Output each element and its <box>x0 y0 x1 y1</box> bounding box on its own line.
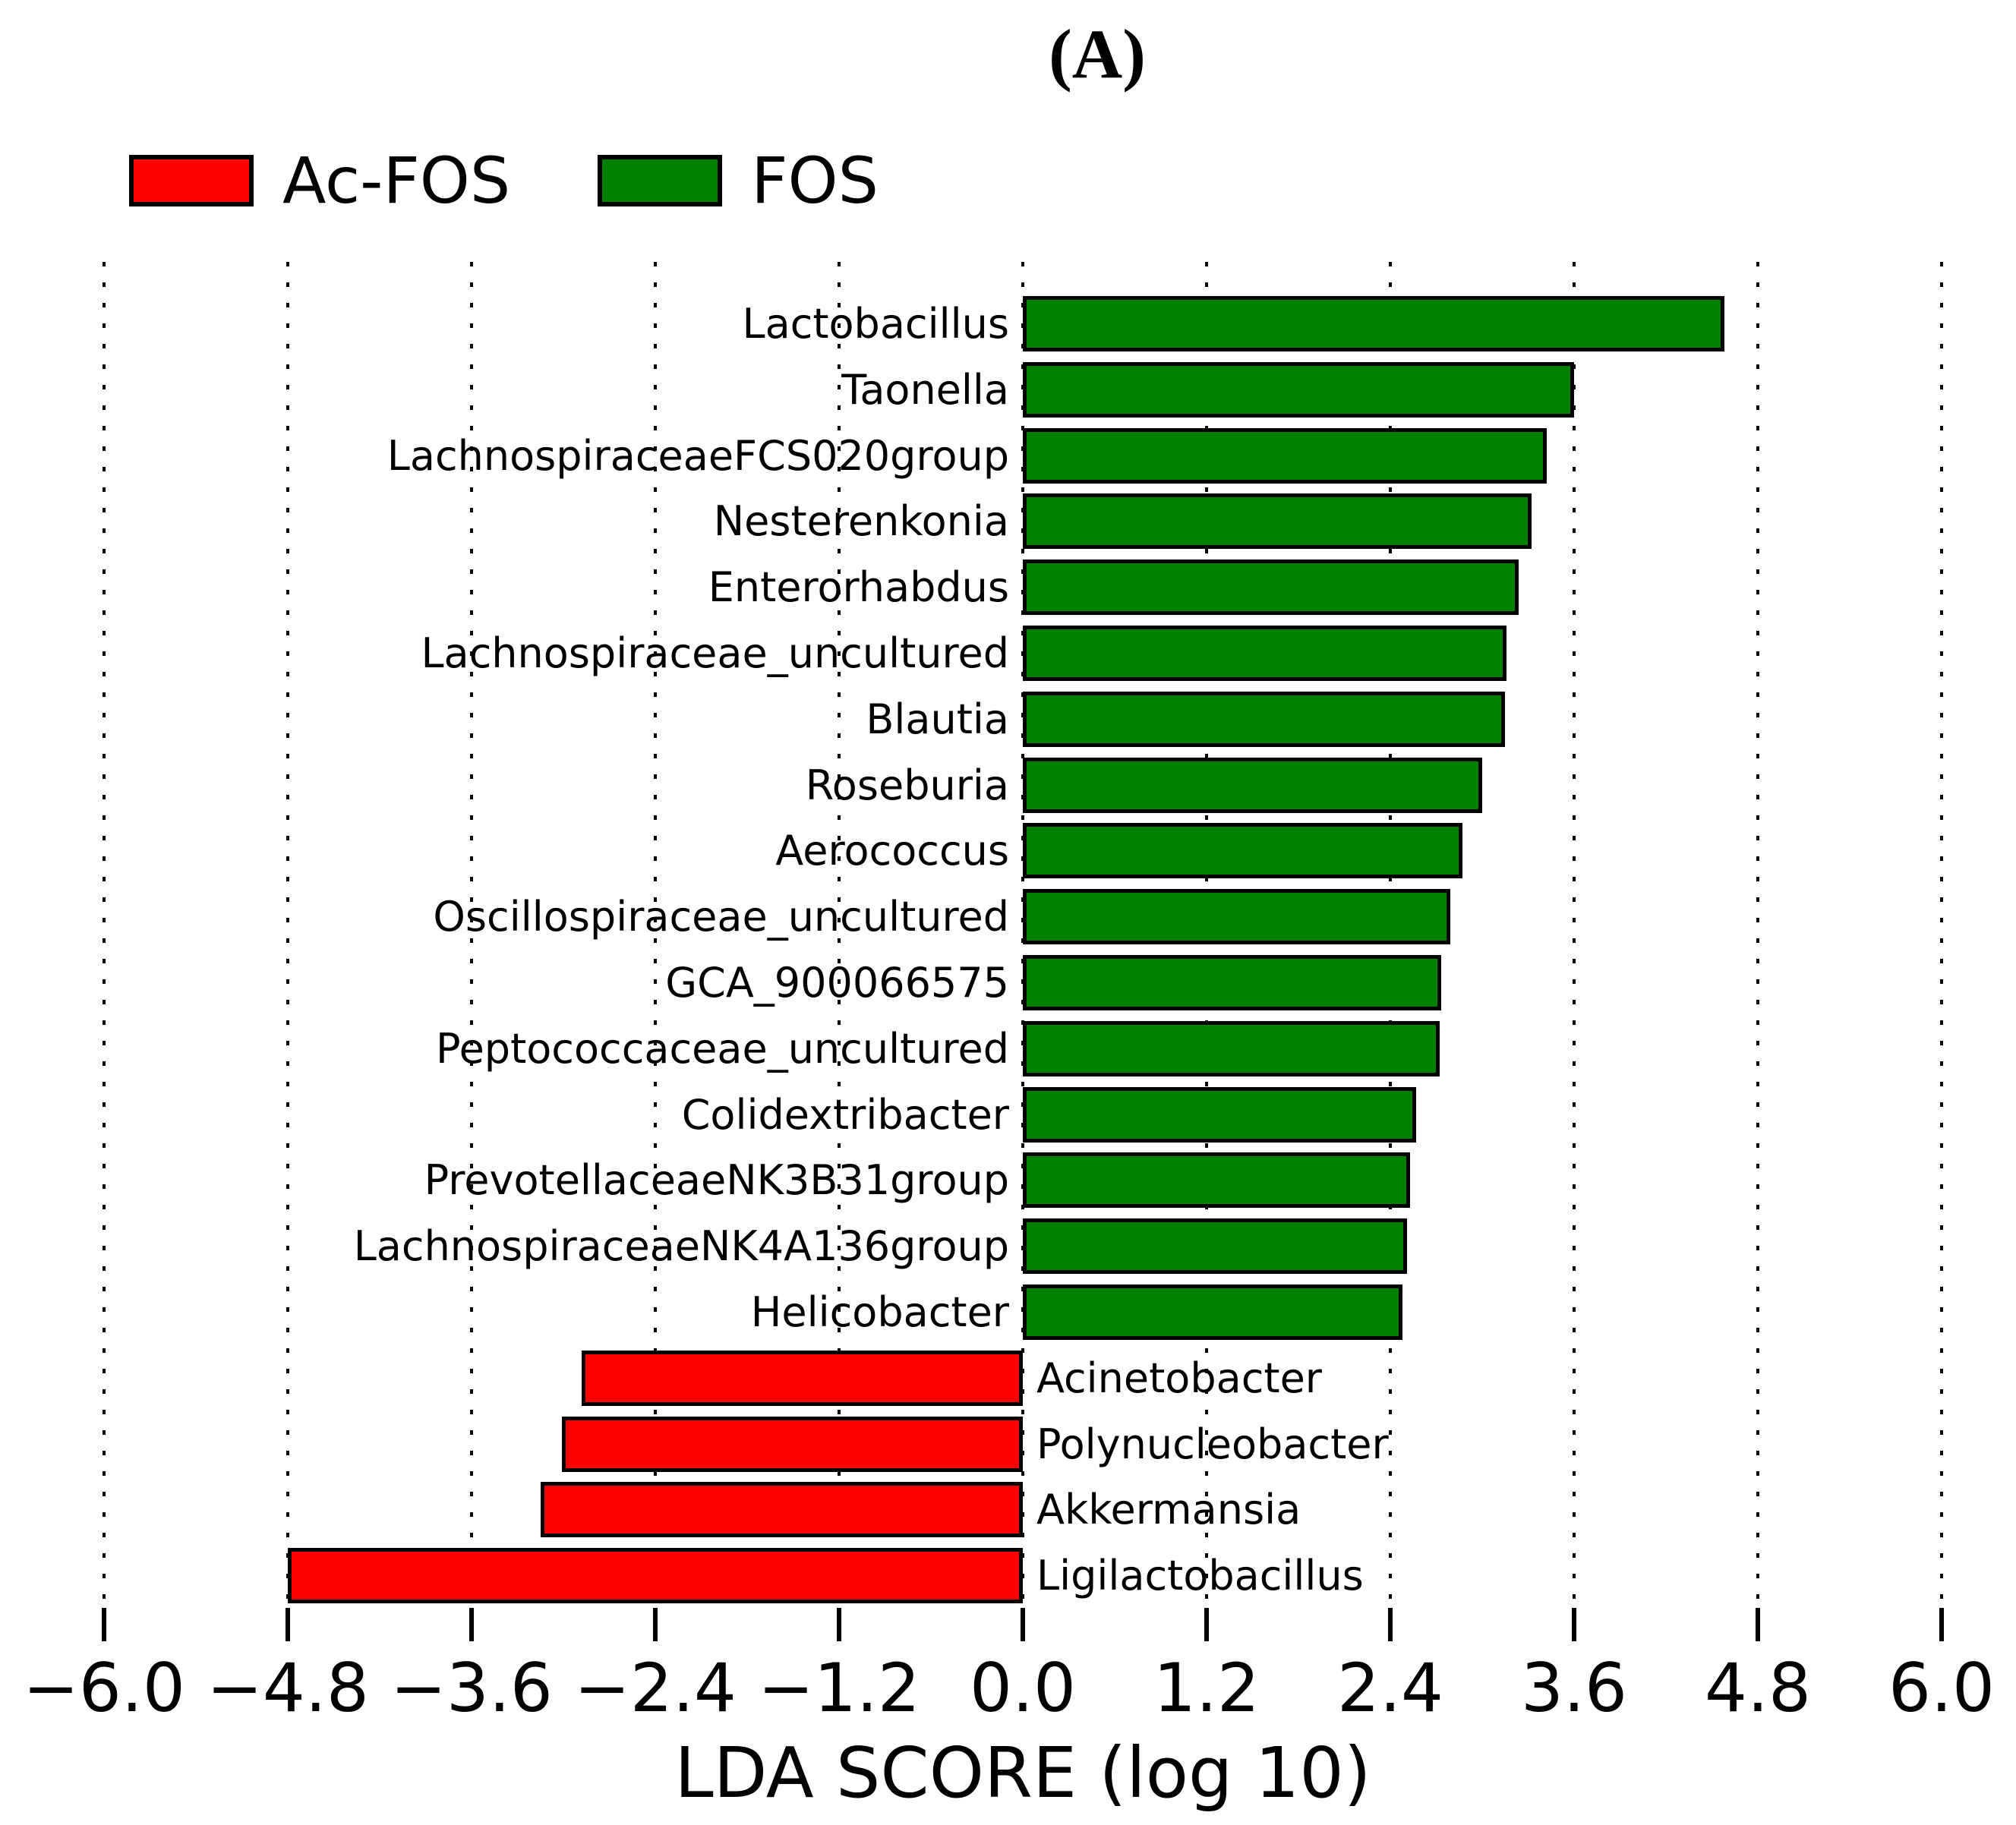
bar-Akkermansia <box>540 1482 1023 1538</box>
bar-Taonella <box>1023 361 1574 418</box>
bar-label-Taonella: Taonella <box>841 365 1009 414</box>
x-tick-label: 6.0 <box>1888 1649 1995 1727</box>
x-tick-mark <box>1388 1608 1393 1641</box>
legend-item-fos: FOS <box>598 149 879 213</box>
gridline <box>838 262 841 1603</box>
x-tick-mark <box>286 1608 290 1641</box>
bar-label-Roseburia: Roseburia <box>805 761 1009 809</box>
bar-label-LachnospiraceaeNK4A136group: LachnospiraceaeNK4A136group <box>353 1222 1009 1271</box>
gridline <box>470 262 473 1603</box>
x-tick-label: −2.4 <box>574 1649 737 1727</box>
bar-label-Acinetobacter: Acinetobacter <box>1036 1354 1322 1402</box>
bar-Aerococcus <box>1023 823 1462 879</box>
gridline <box>1756 262 1759 1603</box>
x-tick-label: −6.0 <box>23 1649 185 1727</box>
bar-label-Enterorhabdus: Enterorhabdus <box>708 563 1009 612</box>
x-axis-title: LDA SCORE (log 10) <box>674 1732 1371 1814</box>
bar-label-PrevotellaceaeNK3B31group: PrevotellaceaeNK3B31group <box>424 1156 1009 1205</box>
bar-label-Oscillospiraceae_uncultured: Oscillospiraceae_uncultured <box>433 893 1009 941</box>
gridline <box>286 262 289 1603</box>
legend-swatch-ac-fos <box>129 155 254 206</box>
bar-Lachnospiraceae_uncultured <box>1023 626 1507 681</box>
x-tick-label: 4.8 <box>1705 1649 1811 1727</box>
x-tick-label: 1.2 <box>1153 1649 1260 1727</box>
bar-label-Aerococcus: Aerococcus <box>775 827 1009 875</box>
legend-label-ac-fos: Ac-FOS <box>282 143 511 218</box>
bar-label-LachnospiraceaeFCS020group: LachnospiraceaeFCS020group <box>386 431 1009 480</box>
bar-Blautia <box>1023 691 1506 747</box>
bar-label-Colidextribacter: Colidextribacter <box>681 1090 1009 1139</box>
bar-PrevotellaceaeNK3B31group <box>1023 1152 1411 1209</box>
bar-LachnospiraceaeNK4A136group <box>1023 1218 1408 1275</box>
x-tick-label: −4.8 <box>207 1649 369 1727</box>
x-tick-mark <box>1021 1608 1025 1641</box>
bar-Enterorhabdus <box>1023 559 1519 616</box>
x-tick-mark <box>837 1608 841 1641</box>
legend-label-fos: FOS <box>751 143 879 218</box>
bar-label-Ligilactobacillus: Ligilactobacillus <box>1036 1552 1364 1600</box>
bar-GCA_900066575 <box>1023 955 1441 1010</box>
bar-Nesterenkonia <box>1023 493 1532 550</box>
x-tick-mark <box>1572 1608 1576 1641</box>
gridline <box>1940 262 1943 1603</box>
bar-Helicobacter <box>1023 1284 1403 1340</box>
x-tick-label: 0.0 <box>970 1649 1076 1727</box>
gridline <box>103 262 106 1603</box>
bar-label-Helicobacter: Helicobacter <box>750 1288 1009 1336</box>
bar-Polynucleobacter <box>561 1416 1023 1472</box>
x-tick-mark <box>469 1608 474 1641</box>
gridline <box>1573 262 1576 1603</box>
bar-label-Akkermansia: Akkermansia <box>1036 1486 1301 1534</box>
legend-swatch-fos <box>598 155 723 206</box>
x-tick-label: −3.6 <box>390 1649 553 1727</box>
bar-label-Blautia: Blautia <box>866 695 1009 743</box>
bar-Lactobacillus <box>1023 296 1724 351</box>
bar-label-Lactobacillus: Lactobacillus <box>742 300 1009 348</box>
x-tick-label: 3.6 <box>1521 1649 1627 1727</box>
bar-label-Nesterenkonia: Nesterenkonia <box>713 497 1009 546</box>
bar-Peptococcaceae_uncultured <box>1023 1020 1440 1076</box>
bar-Oscillospiraceae_uncultured <box>1023 889 1450 945</box>
bar-label-Peptococcaceae_uncultured: Peptococcaceae_uncultured <box>435 1024 1009 1073</box>
x-tick-mark <box>102 1608 106 1641</box>
x-tick-label: 2.4 <box>1337 1649 1443 1727</box>
legend: Ac-FOS FOS <box>129 149 879 213</box>
bar-Ligilactobacillus <box>288 1548 1023 1604</box>
x-tick-mark <box>1204 1608 1209 1641</box>
bar-Colidextribacter <box>1023 1086 1417 1143</box>
bar-LachnospiraceaeFCS020group <box>1023 427 1547 484</box>
bar-label-GCA_900066575: GCA_900066575 <box>665 959 1009 1007</box>
bar-Roseburia <box>1023 757 1482 813</box>
x-tick-mark <box>1756 1608 1760 1641</box>
gridline <box>654 262 657 1603</box>
x-tick-label: −1.2 <box>758 1649 920 1727</box>
x-tick-mark <box>653 1608 658 1641</box>
figure-panel-label: (A) <box>1049 15 1146 93</box>
bar-label-Polynucleobacter: Polynucleobacter <box>1036 1420 1389 1468</box>
legend-item-ac-fos: Ac-FOS <box>129 149 510 213</box>
x-tick-mark <box>1939 1608 1944 1641</box>
bar-label-Lachnospiraceae_uncultured: Lachnospiraceae_uncultured <box>421 629 1009 677</box>
bar-Acinetobacter <box>582 1350 1023 1406</box>
